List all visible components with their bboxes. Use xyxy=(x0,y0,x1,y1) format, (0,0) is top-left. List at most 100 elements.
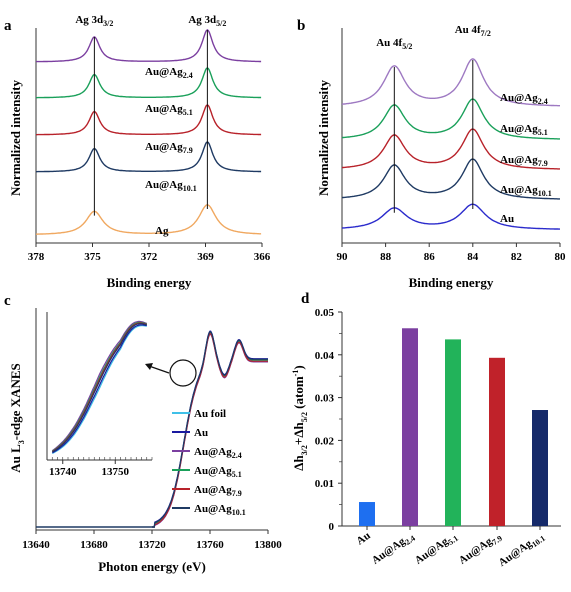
panel-a-y-label: Normalized intensity xyxy=(8,80,23,196)
panel-a-peak-label-main: Ag 3d xyxy=(188,14,216,26)
panel-a-series-label-main: Au@Ag xyxy=(145,141,183,153)
panel-c-legend-label-sub: 2.4 xyxy=(232,451,242,460)
panel-b-series-label-main: Au@Ag xyxy=(500,184,538,196)
panel-d-category-label: Au@Ag5.1 xyxy=(413,530,460,569)
panel-c-series-line xyxy=(152,332,268,528)
panel-d-category-label-group: Au@Ag7.9 xyxy=(457,530,504,569)
panel-b-series-label: Au@Ag2.4 xyxy=(500,92,548,106)
panel-d-bar xyxy=(532,410,548,526)
panel-b-y-label: Normalized intensity xyxy=(316,80,331,196)
panel-a-series-label-sub: 10.1 xyxy=(183,184,197,193)
panel-c-zoom-arrowhead xyxy=(145,363,153,370)
inset-series-line xyxy=(51,320,148,452)
panel-c-x-tick-label: 13680 xyxy=(80,539,108,551)
panel-b-series-label-sub: 5.1 xyxy=(538,128,548,137)
panel-d-category-label-main: Au xyxy=(354,530,372,548)
panel-c-zoom-arrow xyxy=(148,365,170,374)
panel-d-category-label: Au@Ag2.4 xyxy=(370,530,417,569)
panel-b-x-tick-label: 86 xyxy=(424,251,436,263)
panel-a-spectra xyxy=(36,29,262,235)
panel-b-x-tick-label: 82 xyxy=(511,251,523,263)
panel-a-x-tick-label: 366 xyxy=(254,251,271,263)
panel-d-category-label-main: Au@Ag xyxy=(457,535,495,567)
panel-a-xps-ag3d: a 378 375 372 369 366 Ag 3d3/2 Ag 3d5/2 Au@Ag… xyxy=(4,14,271,290)
panel-a-series-label: Au@Ag7.9 xyxy=(145,141,193,155)
panel-a-series-line xyxy=(36,204,262,235)
panel-b-series-label-main: Au@Ag xyxy=(500,154,538,166)
inset-series-line xyxy=(52,324,147,454)
panel-b-series-line xyxy=(341,58,560,107)
panel-b-peak-label: Au 4f5/2 xyxy=(376,37,412,51)
panel-a-x-tick-label: 369 xyxy=(197,251,214,263)
panel-a-series-label-sub: 5.1 xyxy=(183,108,193,117)
panel-b-series-line xyxy=(341,128,560,170)
panel-d-category-label: Au@Ag7.9 xyxy=(457,530,504,569)
panel-d-category-label: Au@Ag10.1 xyxy=(496,530,546,571)
panel-a-peak-label: Ag 3d3/2 xyxy=(75,14,113,28)
panel-c-x-tick-label: 13800 xyxy=(254,539,282,551)
panel-b-series-line xyxy=(341,203,560,230)
panel-c-legend-label: Au xyxy=(194,427,208,439)
panel-d-category-label-group: Au@Ag10.1 xyxy=(496,530,546,571)
panel-d-y-tick-label: 0.03 xyxy=(315,393,335,405)
panel-d-category-label-group: Au@Ag5.1 xyxy=(413,530,460,569)
panel-b-peak-label: Au 4f7/2 xyxy=(455,24,491,38)
panel-c-legend: Au foilAuAu@Ag2.4Au@Ag5.1Au@Ag7.9Au@Ag10… xyxy=(172,408,246,517)
panel-c-x-label: Photon energy (eV) xyxy=(98,559,206,574)
panel-a-series-line xyxy=(36,29,262,63)
panel-d-category-label-group: Au@Ag2.4 xyxy=(370,530,417,569)
panel-a-series-label-main: Au@Ag xyxy=(145,103,183,115)
panel-b-x-tick-label: 88 xyxy=(380,251,392,263)
inset-x-tick-label: 13740 xyxy=(49,466,77,478)
panel-b-series-label-sub: 7.9 xyxy=(538,159,548,168)
inset-x-tick-label: 13750 xyxy=(102,466,130,478)
panel-c-spectra xyxy=(36,330,268,528)
panel-b-series-label-main: Au xyxy=(500,213,514,225)
panel-a-series-label: Au@Ag5.1 xyxy=(145,103,193,117)
panel-a-series-label-main: Au@Ag xyxy=(145,66,183,78)
panel-c-x-tick-label: 13640 xyxy=(22,539,50,551)
panel-c-legend-label-sub: 10.1 xyxy=(232,508,246,517)
panel-c-legend-label-main: Au foil xyxy=(194,408,226,420)
panel-a-series-line xyxy=(36,67,262,99)
panel-d-bar-chart: d 0 0.01 0.02 0.03 0.04 0.05 AuAu@Ag2.4Au@Ag5… xyxy=(291,291,561,571)
panel-c-legend-label-main: Au xyxy=(194,427,208,439)
panel-a-series-label: Au@Ag10.1 xyxy=(145,179,197,193)
panel-d-category-label-main: Au@Ag xyxy=(413,535,451,567)
panel-a-series-line xyxy=(36,104,262,136)
panel-a-peak-label-sub: 3/2 xyxy=(103,19,113,28)
panel-b-xps-au4f: b 90 88 86 84 82 80 Au 4f5/2Au 4f7/2 Au@Ag2.4… xyxy=(297,18,566,290)
panel-d-y-tick-label: 0.05 xyxy=(315,307,335,319)
panel-c-legend-label: Au@Ag10.1 xyxy=(194,503,246,517)
panel-b-x-ticks: 90 88 86 84 82 80 xyxy=(337,243,567,263)
panel-c-legend-label: Au@Ag7.9 xyxy=(194,484,242,498)
panel-c-legend-label-sub: 7.9 xyxy=(232,489,242,498)
panel-b-series-labels: Au@Ag2.4Au@Ag5.1Au@Ag7.9Au@Ag10.1Au xyxy=(500,92,552,225)
panel-c-legend-label: Au foil xyxy=(194,408,226,420)
panel-a-x-tick-label: 378 xyxy=(28,251,45,263)
panel-letter-b: b xyxy=(297,18,305,34)
panel-letter-a: a xyxy=(4,18,12,34)
panel-c-series-line xyxy=(152,331,268,528)
panel-a-peak-label-sub: 5/2 xyxy=(216,19,226,28)
panel-b-x-tick-label: 80 xyxy=(555,251,567,263)
panel-c-series-line xyxy=(152,333,268,528)
panel-a-peak-labels: Ag 3d3/2 Ag 3d5/2 xyxy=(75,14,226,28)
panel-a-peak-label-main: Ag 3d xyxy=(75,14,103,26)
panel-b-series-line xyxy=(341,98,560,140)
panel-a-series-labels: Au@Ag2.4Au@Ag5.1Au@Ag7.9Au@Ag10.1Ag xyxy=(145,66,197,237)
panel-a-x-label: Binding energy xyxy=(107,275,192,290)
panel-b-series-label-main: Au@Ag xyxy=(500,123,538,135)
panel-b-peak-label-sub: 5/2 xyxy=(402,42,412,51)
panel-a-series-label-main: Ag xyxy=(155,225,169,237)
panel-b-series-label: Au@Ag10.1 xyxy=(500,184,552,198)
panel-d-y-ticks: 0 0.01 0.02 0.03 0.04 0.05 xyxy=(315,307,342,533)
panel-d-category-label: Au xyxy=(354,530,372,548)
panel-a-x-tick-label: 372 xyxy=(141,251,158,263)
panel-a-series-line xyxy=(36,141,262,173)
panel-c-x-tick-label: 13760 xyxy=(196,539,224,551)
panel-d-bar xyxy=(402,328,418,526)
panel-c-y-label: Au L3-edge XANES xyxy=(8,363,26,472)
panel-b-spectra xyxy=(341,58,560,230)
